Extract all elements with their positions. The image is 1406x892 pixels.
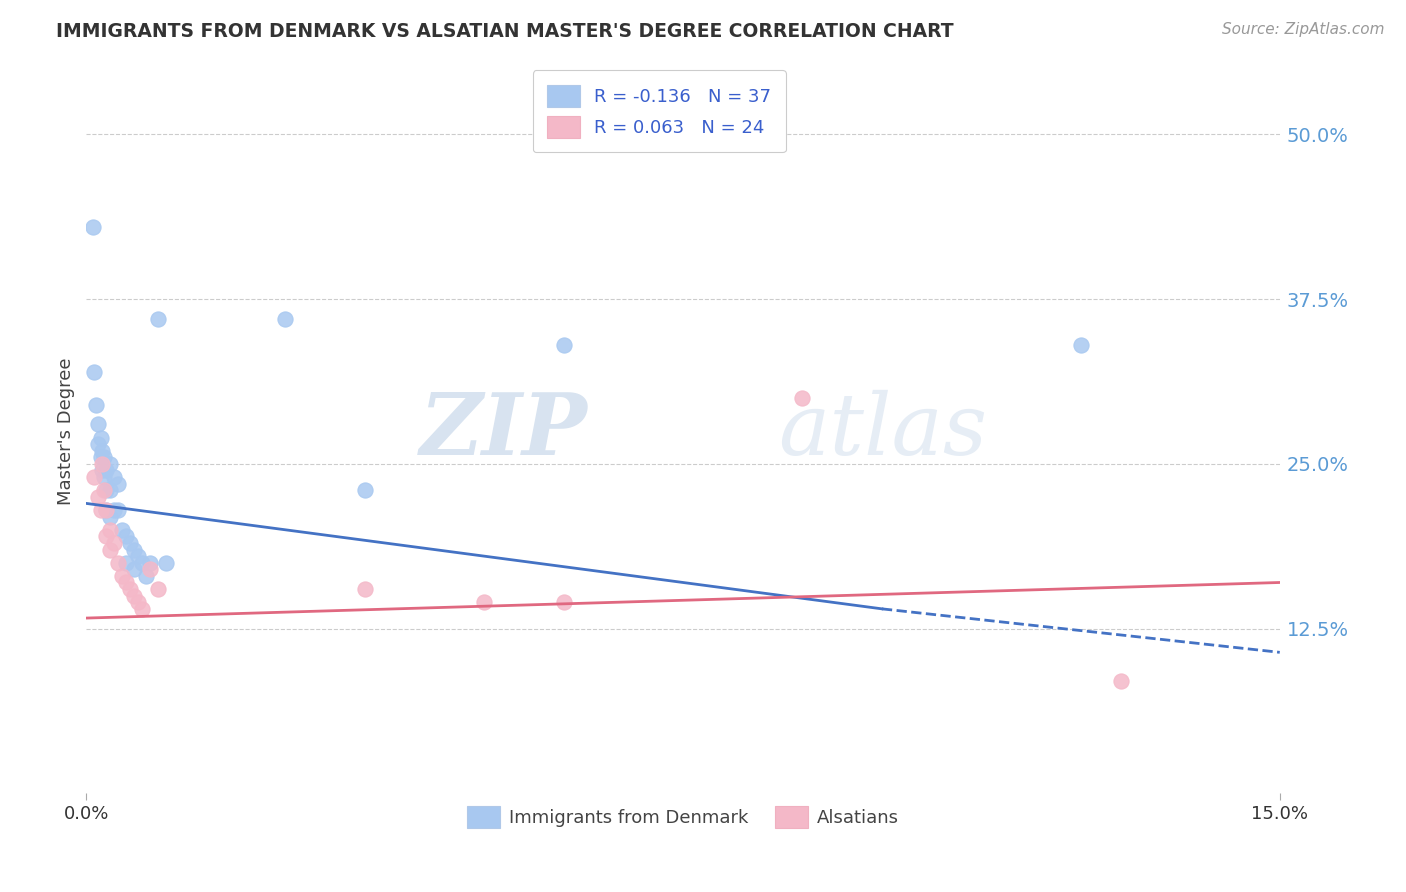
Point <box>111 523 134 537</box>
Point <box>553 595 575 609</box>
Point <box>90 450 112 465</box>
Point <box>118 536 141 550</box>
Text: Source: ZipAtlas.com: Source: ZipAtlas.com <box>1222 22 1385 37</box>
Point <box>353 483 375 498</box>
Point <box>87 437 110 451</box>
Point <box>115 575 138 590</box>
Point <box>131 602 153 616</box>
Point <box>131 556 153 570</box>
Point <box>96 503 118 517</box>
Point <box>127 595 149 609</box>
Legend: Immigrants from Denmark, Alsatians: Immigrants from Denmark, Alsatians <box>460 798 905 835</box>
Point <box>91 443 114 458</box>
Point <box>98 483 121 498</box>
Point <box>98 457 121 471</box>
Point <box>87 417 110 432</box>
Point <box>96 463 118 477</box>
Point <box>87 490 110 504</box>
Point <box>1070 338 1092 352</box>
Point <box>107 503 129 517</box>
Point <box>91 463 114 477</box>
Point <box>93 470 115 484</box>
Point <box>139 562 162 576</box>
Point <box>135 569 157 583</box>
Text: ZIP: ZIP <box>419 389 588 473</box>
Point <box>118 582 141 596</box>
Point <box>82 219 104 234</box>
Point <box>146 312 169 326</box>
Point <box>792 391 814 405</box>
Point <box>155 556 177 570</box>
Point <box>98 509 121 524</box>
Point <box>353 582 375 596</box>
Point <box>127 549 149 563</box>
Point <box>98 523 121 537</box>
Point <box>90 503 112 517</box>
Point <box>472 595 495 609</box>
Point <box>103 503 125 517</box>
Point <box>122 562 145 576</box>
Point <box>83 365 105 379</box>
Point <box>107 556 129 570</box>
Point <box>553 338 575 352</box>
Point <box>111 569 134 583</box>
Point <box>98 542 121 557</box>
Point <box>91 457 114 471</box>
Point <box>84 398 107 412</box>
Point <box>83 470 105 484</box>
Text: IMMIGRANTS FROM DENMARK VS ALSATIAN MASTER'S DEGREE CORRELATION CHART: IMMIGRANTS FROM DENMARK VS ALSATIAN MAST… <box>56 22 953 41</box>
Point <box>122 542 145 557</box>
Point <box>115 529 138 543</box>
Point <box>146 582 169 596</box>
Point <box>96 483 118 498</box>
Point <box>90 430 112 444</box>
Point <box>1109 674 1132 689</box>
Y-axis label: Master's Degree: Master's Degree <box>58 357 75 505</box>
Point <box>96 503 118 517</box>
Point <box>96 529 118 543</box>
Point <box>93 483 115 498</box>
Text: atlas: atlas <box>779 390 987 472</box>
Point <box>93 450 115 465</box>
Point <box>103 536 125 550</box>
Point <box>274 312 297 326</box>
Point <box>122 589 145 603</box>
Point <box>115 556 138 570</box>
Point <box>103 470 125 484</box>
Point <box>139 556 162 570</box>
Point <box>107 476 129 491</box>
